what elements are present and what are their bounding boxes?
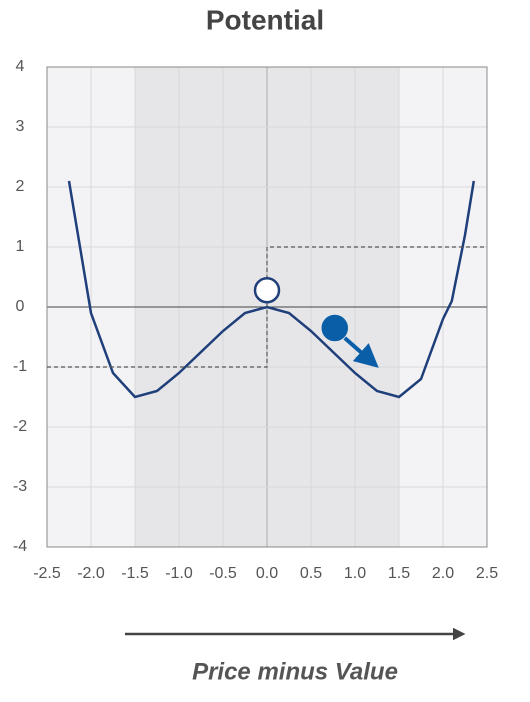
y-tick-label: 2	[16, 178, 25, 195]
x-tick-label: -2.0	[77, 565, 105, 582]
x-tick-label: 0.0	[256, 565, 278, 582]
y-tick-label: 0	[16, 298, 25, 315]
y-tick-label: -1	[13, 358, 27, 375]
ball	[253, 276, 281, 304]
ball	[321, 314, 349, 342]
y-tick-label: 1	[16, 238, 25, 255]
y-tick-label: -2	[13, 418, 27, 435]
x-tick-label: 1.5	[388, 565, 410, 582]
x-tick-label: 2.5	[476, 565, 498, 582]
x-tick-label: 2.0	[432, 565, 454, 582]
y-tick-label: -3	[13, 478, 27, 495]
x-tick-label: 0.5	[300, 565, 322, 582]
y-tick-label: -4	[13, 538, 27, 555]
x-tick-label: -1.5	[121, 565, 149, 582]
x-tick-label: 1.0	[344, 565, 366, 582]
plot-border	[46, 66, 488, 548]
x-tick-label: -1.0	[165, 565, 193, 582]
x-axis-label: Price minus Value	[192, 658, 398, 685]
y-tick-label: 4	[16, 58, 25, 75]
step-line	[47, 246, 487, 368]
chart-title: Potential	[206, 4, 324, 35]
motion-arrow	[343, 336, 379, 368]
x-tick-label: -2.5	[33, 565, 61, 582]
x-tick-label: -0.5	[209, 565, 237, 582]
y-tick-label: 3	[16, 118, 25, 135]
curve	[67, 180, 476, 399]
